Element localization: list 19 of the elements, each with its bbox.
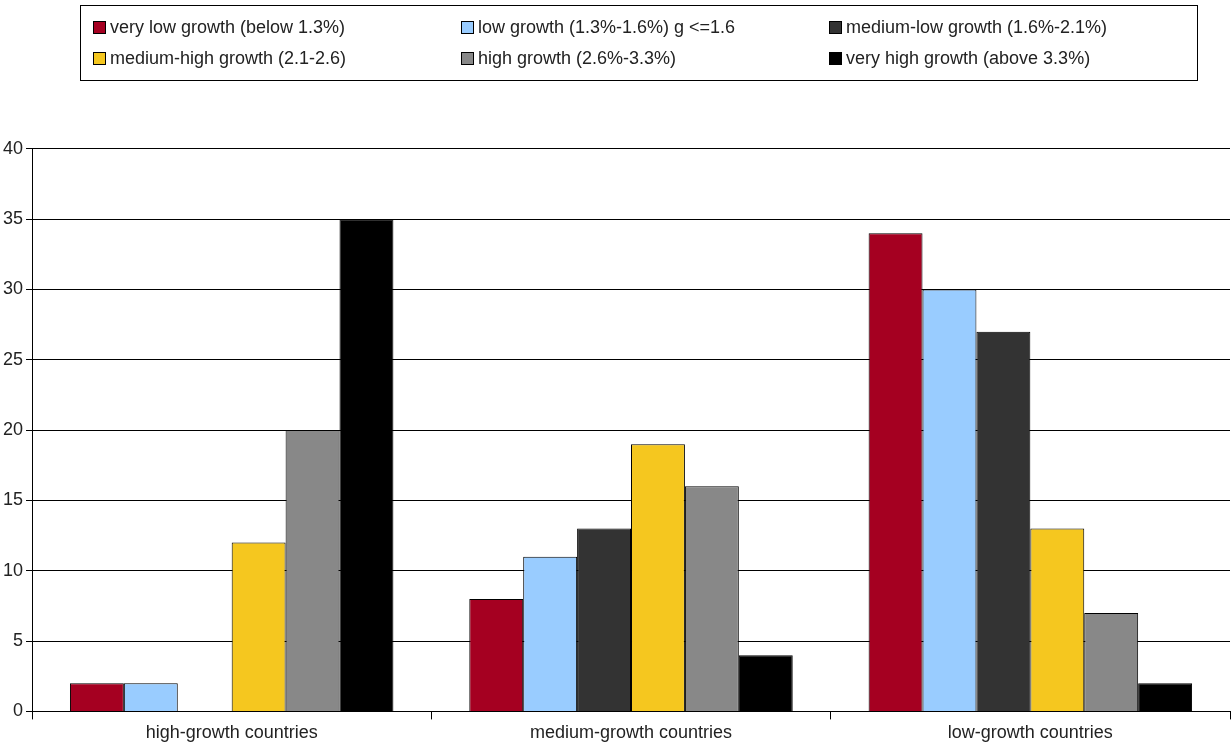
bar xyxy=(738,655,793,711)
y-tick-label: 25 xyxy=(2,348,24,369)
y-tick-label: 35 xyxy=(2,208,24,229)
legend-label: medium-high growth (2.1-2.6) xyxy=(110,48,347,69)
legend-label: low growth (1.3%-1.6%) g <=1.6 xyxy=(478,17,736,38)
legend-label: very low growth (below 1.3%) xyxy=(110,17,346,38)
legend-label: high growth (2.6%-3.3%) xyxy=(478,48,677,69)
y-tick-label: 5 xyxy=(13,630,24,651)
y-tick-label: 40 xyxy=(2,137,24,158)
y-tick-label: 0 xyxy=(13,700,24,721)
legend-label: very high growth (above 3.3%) xyxy=(846,48,1091,69)
y-tick-label: 30 xyxy=(2,278,24,299)
y-tick-label: 15 xyxy=(2,489,24,510)
legend-label: medium-low growth (1.6%-2.1%) xyxy=(846,17,1108,38)
y-tick-label: 20 xyxy=(2,419,24,440)
x-tick-label: low-growth countries xyxy=(947,722,1113,743)
y-tick-label: 10 xyxy=(2,559,24,580)
x-tick-label: medium-growth countries xyxy=(529,722,733,743)
x-tick-label: high-growth countries xyxy=(145,722,318,743)
